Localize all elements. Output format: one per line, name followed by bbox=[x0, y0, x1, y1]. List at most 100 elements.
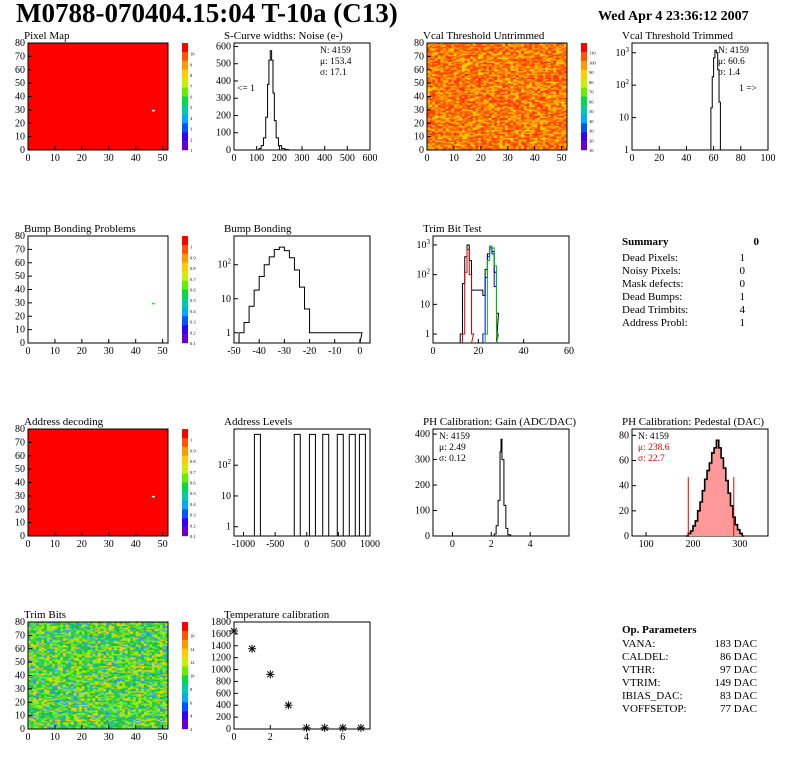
heatmap-cell bbox=[429, 147, 433, 149]
heatmap-background bbox=[28, 43, 168, 150]
heatmap-cell bbox=[478, 71, 482, 73]
heatmap-cell bbox=[445, 67, 449, 69]
heatmap-cell bbox=[497, 111, 500, 113]
heatmap-cell bbox=[36, 702, 40, 704]
heatmap-cell bbox=[515, 100, 519, 103]
heatmap-cell bbox=[427, 100, 430, 103]
heatmap-cell bbox=[475, 111, 479, 113]
heatmap-cell bbox=[464, 131, 468, 133]
heatmap-cell bbox=[505, 48, 509, 50]
heatmap-cell bbox=[464, 61, 468, 64]
heatmap-cell bbox=[558, 131, 562, 133]
heatmap-cell bbox=[532, 107, 535, 109]
heatmap-cell bbox=[521, 69, 525, 72]
heatmap-cell bbox=[529, 80, 533, 83]
palette-swatch bbox=[182, 437, 188, 448]
heatmap-cell bbox=[502, 57, 506, 60]
heatmap-cell bbox=[440, 143, 444, 145]
heatmap-cell bbox=[497, 104, 500, 107]
heatmap-cell bbox=[502, 83, 506, 85]
heatmap-cell bbox=[440, 56, 444, 59]
heatmap-cell bbox=[494, 68, 498, 71]
plot-frame bbox=[631, 42, 769, 151]
heatmap-cell bbox=[462, 61, 465, 64]
heatmap-cell bbox=[499, 67, 503, 69]
heatmap-cell bbox=[38, 631, 42, 633]
heatmap-cell bbox=[537, 121, 541, 124]
heatmap-cell bbox=[491, 56, 495, 59]
heatmap-cell bbox=[491, 68, 495, 71]
heatmap-cell bbox=[435, 88, 439, 91]
heatmap-cell bbox=[462, 123, 465, 125]
heatmap-cell bbox=[440, 57, 444, 60]
heatmap-cell bbox=[556, 135, 560, 137]
palette-swatch bbox=[581, 51, 587, 62]
heatmap-cell bbox=[28, 700, 31, 703]
heatmap-cell bbox=[545, 95, 549, 97]
heatmap-cell bbox=[28, 647, 31, 650]
heatmap-cell bbox=[480, 52, 484, 54]
heatmap-cell bbox=[472, 97, 476, 100]
heatmap-cell bbox=[532, 116, 535, 119]
heatmap-cell bbox=[464, 139, 468, 141]
heatmap-cell bbox=[448, 61, 452, 64]
heatmap-cell bbox=[429, 101, 433, 104]
heatmap-cell bbox=[480, 68, 484, 71]
heatmap-cell bbox=[505, 136, 509, 139]
heatmap-cell bbox=[523, 65, 527, 68]
heatmap-cell bbox=[526, 92, 530, 95]
heatmap-cell bbox=[556, 131, 560, 133]
heatmap-cell bbox=[523, 115, 527, 117]
heatmap-cell bbox=[534, 147, 538, 149]
heatmap-cell bbox=[558, 112, 562, 115]
heatmap-cell bbox=[510, 60, 514, 63]
heatmap-cell bbox=[432, 88, 436, 91]
heatmap-cell bbox=[529, 61, 533, 64]
heatmap-cell bbox=[478, 131, 482, 133]
heatmap-cell bbox=[518, 67, 522, 69]
heatmap-cell bbox=[534, 53, 538, 56]
heatmap-cell bbox=[437, 79, 441, 81]
heatmap-cell bbox=[550, 116, 554, 119]
heatmap-cell bbox=[505, 143, 509, 145]
heatmap-cell bbox=[475, 84, 479, 87]
heatmap-cell bbox=[435, 148, 439, 151]
heatmap-cell bbox=[456, 89, 460, 92]
heatmap-cell bbox=[28, 659, 31, 662]
heatmap-cell bbox=[427, 60, 430, 63]
heatmap-cell bbox=[28, 632, 31, 635]
heatmap-cell bbox=[472, 133, 476, 136]
heatmap-cell bbox=[448, 117, 452, 120]
heatmap-cell bbox=[448, 56, 452, 59]
heatmap-cell bbox=[36, 706, 40, 708]
heatmap-cell bbox=[451, 64, 455, 67]
heatmap-cell bbox=[537, 139, 541, 141]
heatmap-cell bbox=[542, 103, 546, 105]
palette-tick-label: 0.6 bbox=[190, 288, 196, 293]
heatmap-cell bbox=[480, 147, 484, 149]
heatmap-cell bbox=[497, 45, 500, 48]
heatmap-cell bbox=[453, 95, 457, 97]
palette-swatch bbox=[581, 69, 587, 79]
heatmap-cell bbox=[448, 81, 452, 84]
heatmap-cell bbox=[556, 144, 560, 147]
heatmap-cell bbox=[523, 128, 527, 131]
heatmap-cell bbox=[429, 112, 433, 115]
heatmap-cell bbox=[28, 718, 31, 720]
heatmap-cell bbox=[467, 123, 471, 125]
x-tick-label: 40 bbox=[131, 153, 141, 164]
heatmap-cell bbox=[429, 83, 433, 85]
heatmap-cell bbox=[548, 51, 552, 53]
heatmap-cell bbox=[494, 148, 498, 151]
heatmap-cell bbox=[38, 707, 42, 710]
heatmap-cell bbox=[486, 132, 490, 135]
heatmap-cell bbox=[432, 67, 436, 69]
heatmap-cell bbox=[475, 147, 479, 149]
heatmap-cell bbox=[521, 88, 525, 91]
heatmap-cell bbox=[529, 77, 533, 80]
heatmap-cell bbox=[532, 83, 535, 85]
heatmap-cell bbox=[507, 67, 511, 69]
heatmap-cell bbox=[437, 64, 441, 67]
heatmap-cell bbox=[513, 51, 517, 53]
heatmap-cell bbox=[435, 115, 439, 117]
